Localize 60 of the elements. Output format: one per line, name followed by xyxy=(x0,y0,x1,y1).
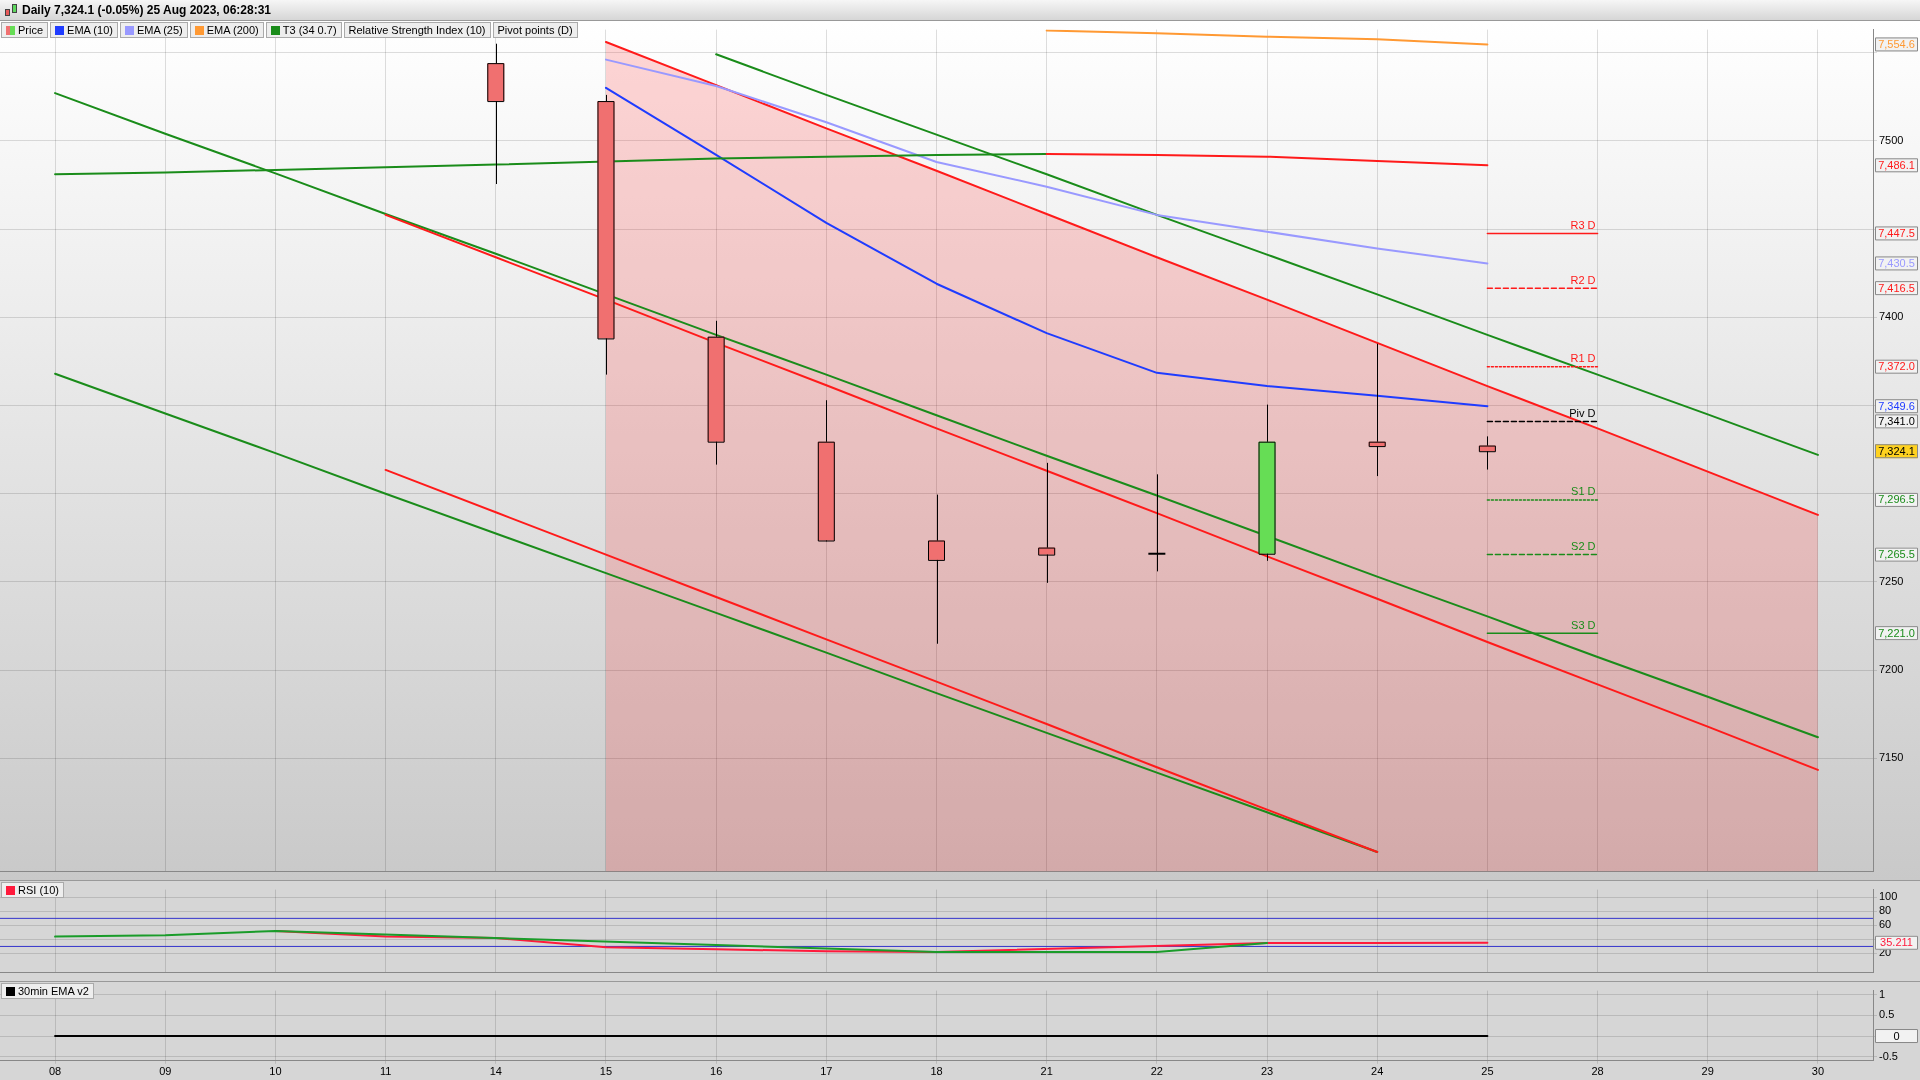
legend-label: 30min EMA v2 xyxy=(18,985,89,997)
y2-tick-label: 7,296.5 xyxy=(1878,493,1915,506)
y-tick-label: 7500 xyxy=(1879,133,1904,146)
series-label: S1 D xyxy=(1571,485,1596,498)
legend-label: EMA (10) xyxy=(67,24,113,36)
y2-tick-label: 7,221.0 xyxy=(1878,626,1915,639)
series-label: R2 D xyxy=(1570,273,1596,286)
x-tick-label: 18 xyxy=(930,1065,943,1078)
x-tick-label: 22 xyxy=(1150,1065,1163,1078)
y2-tick-label: 7,349.6 xyxy=(1878,399,1915,412)
text: 0 xyxy=(1893,1029,1900,1042)
y-tick-label: 7400 xyxy=(1879,310,1904,323)
legend-label: RSI (10) xyxy=(18,884,59,896)
x-tick-label: 29 xyxy=(1701,1065,1714,1078)
y2-tick-label: 7,265.5 xyxy=(1878,548,1915,561)
y2-tick-label: 7,324.1 xyxy=(1878,444,1915,457)
x-tick-label: 28 xyxy=(1591,1065,1604,1078)
y-tick-label: 7150 xyxy=(1879,751,1904,764)
y2-tick-label: 7,372.0 xyxy=(1878,360,1915,373)
y-tick-label: 0.5 xyxy=(1879,1008,1895,1021)
y2-tick-label: 7,447.5 xyxy=(1878,226,1915,239)
annotation: Pivot points (D) xyxy=(497,24,573,36)
annotation: Relative Strength Index (10) xyxy=(348,24,486,36)
y-tick-label: 60 xyxy=(1879,918,1892,931)
series-label: S2 D xyxy=(1571,540,1596,553)
x-tick-label: 10 xyxy=(269,1065,282,1078)
legend-label: Price xyxy=(18,24,44,36)
x-tick-label: 23 xyxy=(1260,1065,1274,1078)
x-tick-label: 17 xyxy=(820,1065,833,1078)
legend-label: T3 (34 0.7) xyxy=(282,24,337,36)
x-tick-label: 09 xyxy=(159,1065,172,1078)
legend-label: EMA (25) xyxy=(136,24,183,36)
x-tick-label: 15 xyxy=(599,1065,613,1078)
candlestick xyxy=(1147,473,1167,572)
x-tick-label: 11 xyxy=(379,1065,392,1078)
x-tick-label: 30 xyxy=(1811,1065,1825,1078)
series-label: R1 D xyxy=(1570,352,1596,365)
series-label: S3 D xyxy=(1571,618,1596,631)
text: 35.211 xyxy=(1880,936,1913,949)
x-tick-label: 14 xyxy=(489,1065,502,1078)
y2-tick-label: 7,416.5 xyxy=(1878,281,1915,294)
y-tick-label: 7250 xyxy=(1879,575,1904,588)
y-tick-label: -0.5 xyxy=(1879,1049,1898,1062)
x-tick-label: 24 xyxy=(1371,1065,1384,1078)
y-tick-label: 100 xyxy=(1879,890,1898,903)
series-label: Piv D xyxy=(1569,406,1596,419)
series-label: R3 D xyxy=(1570,218,1596,231)
y2-tick-label: 7,486.1 xyxy=(1878,158,1915,171)
chart-title: Daily 7,324.1 (-0.05%) 25 Aug 2023, 06:28:31 xyxy=(22,2,272,19)
y2-tick-label: 7,430.5 xyxy=(1878,256,1915,269)
x-tick-label: 16 xyxy=(710,1065,723,1078)
x-tick-label: 25 xyxy=(1481,1065,1494,1078)
y2-tick-label: 7,341.0 xyxy=(1878,414,1915,427)
y-tick-label: 7200 xyxy=(1879,663,1904,676)
y-tick-label: 80 xyxy=(1879,904,1892,917)
legend-label: EMA (200) xyxy=(206,24,259,36)
x-tick-label: 21 xyxy=(1040,1065,1053,1078)
y-tick-label: 1 xyxy=(1879,987,1886,1000)
x-tick-label: 08 xyxy=(48,1065,62,1078)
y2-tick-label: 7,554.6 xyxy=(1878,37,1915,50)
